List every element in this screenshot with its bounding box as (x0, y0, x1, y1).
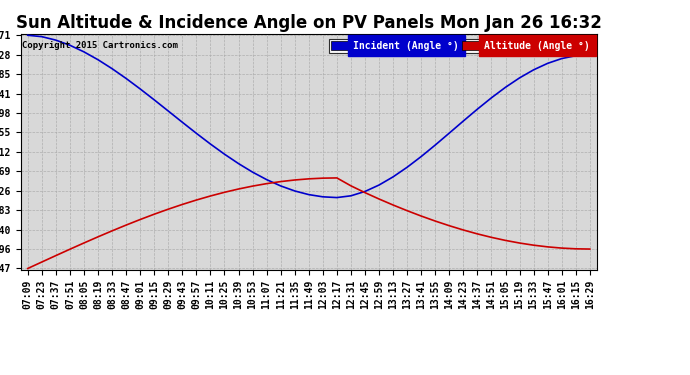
Legend: Incident (Angle °), Altitude (Angle °): Incident (Angle °), Altitude (Angle °) (329, 39, 592, 53)
Text: Copyright 2015 Cartronics.com: Copyright 2015 Cartronics.com (22, 41, 178, 50)
Title: Sun Altitude & Incidence Angle on PV Panels Mon Jan 26 16:32: Sun Altitude & Incidence Angle on PV Pan… (16, 14, 602, 32)
